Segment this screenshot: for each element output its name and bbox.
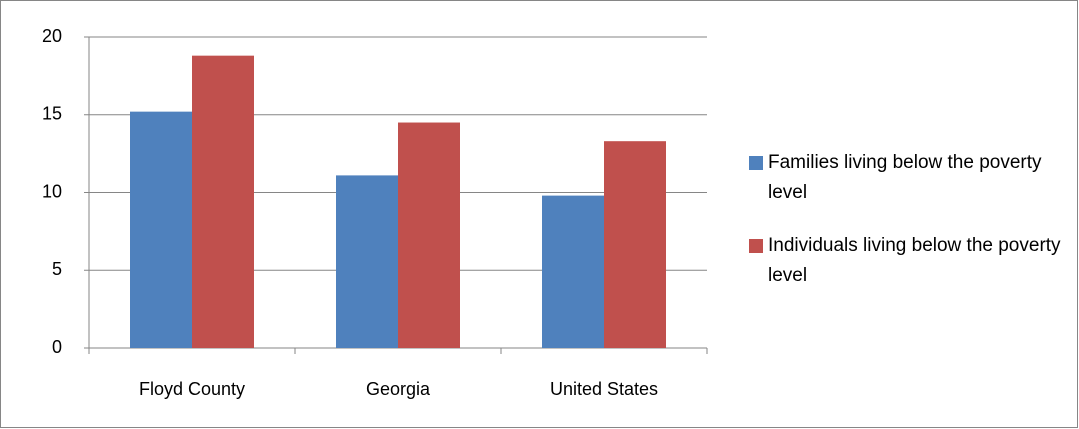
bar xyxy=(130,111,192,348)
bar xyxy=(336,175,398,348)
legend-label: Families living below the poverty level xyxy=(768,152,1042,203)
x-tick-label: Floyd County xyxy=(139,379,245,399)
bar xyxy=(192,55,254,348)
bar xyxy=(542,195,604,348)
x-tick-label: United States xyxy=(550,379,658,399)
x-tick-label: Georgia xyxy=(366,379,431,399)
y-tick-label: 15 xyxy=(42,104,62,124)
legend-item: Individuals living below the poverty lev… xyxy=(749,231,1069,291)
legend: Families living below the poverty level I… xyxy=(749,148,1069,314)
bar xyxy=(604,141,666,348)
legend-label: Individuals living below the poverty lev… xyxy=(768,235,1061,286)
legend-item: Families living below the poverty level xyxy=(749,148,1069,208)
legend-swatch xyxy=(749,239,763,253)
y-tick-label: 20 xyxy=(42,26,62,46)
y-tick-label: 10 xyxy=(42,181,62,201)
y-tick-label: 5 xyxy=(52,259,62,279)
legend-swatch xyxy=(749,156,763,170)
y-tick-label: 0 xyxy=(52,337,62,357)
bar xyxy=(398,122,460,349)
